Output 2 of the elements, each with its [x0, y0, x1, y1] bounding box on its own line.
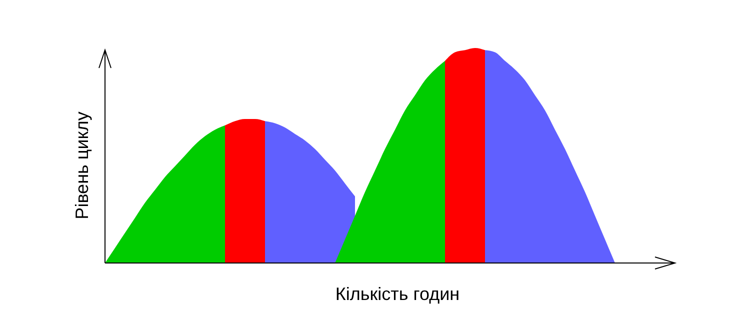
- y-axis-title: Рівень циклу: [72, 112, 92, 220]
- x-axis-title: Кількість годин: [335, 284, 460, 304]
